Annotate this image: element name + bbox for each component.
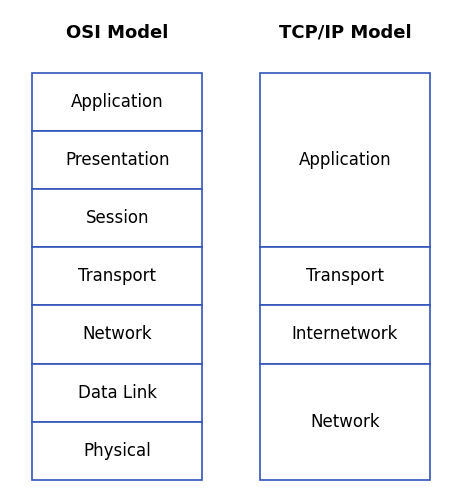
Bar bbox=[32, 306, 202, 364]
Bar bbox=[259, 72, 429, 247]
Bar bbox=[32, 422, 202, 480]
Text: Session: Session bbox=[85, 209, 149, 227]
Text: Transport: Transport bbox=[78, 267, 156, 285]
Bar bbox=[32, 247, 202, 306]
Text: Presentation: Presentation bbox=[65, 151, 169, 169]
Text: TCP/IP Model: TCP/IP Model bbox=[278, 24, 410, 42]
Bar bbox=[32, 189, 202, 247]
Text: Data Link: Data Link bbox=[78, 384, 157, 402]
Text: Internetwork: Internetwork bbox=[291, 326, 397, 344]
Bar bbox=[32, 72, 202, 130]
Bar bbox=[259, 364, 429, 480]
Bar bbox=[32, 130, 202, 189]
Text: OSI Model: OSI Model bbox=[66, 24, 168, 42]
Bar bbox=[259, 306, 429, 364]
Text: Network: Network bbox=[309, 413, 379, 431]
Text: Application: Application bbox=[71, 92, 163, 110]
Bar bbox=[32, 364, 202, 422]
Text: Physical: Physical bbox=[83, 442, 151, 460]
Text: Network: Network bbox=[82, 326, 152, 344]
Bar bbox=[259, 247, 429, 306]
Text: Transport: Transport bbox=[305, 267, 383, 285]
Text: Application: Application bbox=[298, 151, 391, 169]
